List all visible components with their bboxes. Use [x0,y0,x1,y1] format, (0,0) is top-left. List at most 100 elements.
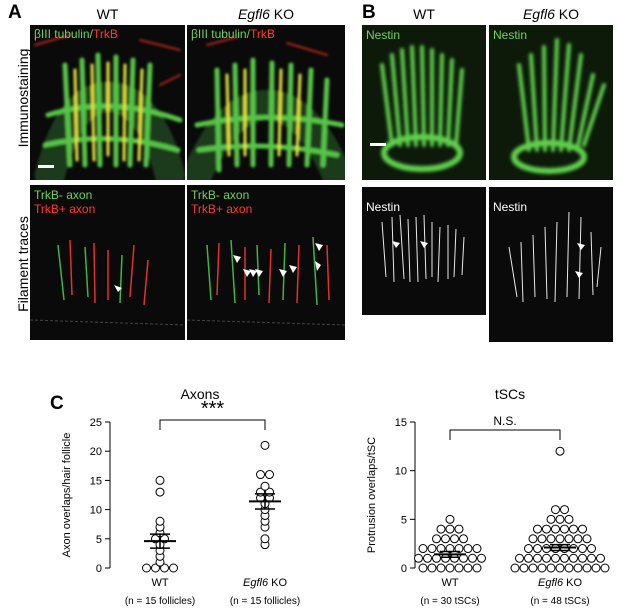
axons-point-1-11 [260,481,270,491]
axons-ytick-label-3: 15 [90,475,102,487]
panel-a-ko-header: Egfl6 KO [187,6,345,22]
trace-b-wt [362,187,486,315]
tscs-point-1-9 [591,563,601,573]
axons-point-0-2 [160,563,169,573]
tscs-category-1: Egfl6 KO [538,577,582,589]
tscs-point-0-1 [427,563,437,573]
tscs-ylabel: Protrusion overlaps/tSC [366,437,378,553]
trace-a-ko-art [187,236,345,326]
tscs-point-1-16 [560,553,569,563]
axons-ytick-label-2: 10 [90,505,102,517]
tscs-point-1-35 [582,534,592,544]
nestin-label-wt: Nestin [366,28,401,42]
tscs-point-1-12 [524,553,533,563]
tscs-point-0-25 [459,534,468,544]
tscs-point-0-16 [427,544,437,554]
tscs-n-label-1: (n = 48 tSCs) [530,596,589,607]
tscs-ytick-label-1: 5 [401,514,407,526]
tscs-point-1-2 [528,563,538,573]
nestin-trace-label-ko: Nestin [493,200,528,214]
tscs-point-1-0 [510,563,520,573]
chart-title-axons: Axons [180,386,220,402]
trace-legend-ko: TrkB- axon TrkB+ axon [191,188,253,216]
panel-b-ko-header: Egfl6 KO [489,6,613,22]
tscs-point-1-41 [578,524,587,534]
tscs-point-1-11 [515,553,524,563]
scale-bar [38,165,54,168]
tscs-point-1-47 [555,446,565,456]
stain-label-wt: βIII tubulin/TrkB [34,27,118,41]
trace-a-wt [30,185,185,340]
axons-ytick-label-5: 25 [90,417,102,429]
tscs-point-0-9 [432,553,441,563]
axons-point-0-12 [155,516,165,526]
axons-point-1-1 [260,534,270,544]
tscs-point-1-45 [551,505,560,515]
tscs-ytick-label-0: 0 [401,563,407,575]
tscs-point-1-37 [542,524,551,534]
tscs-point-0-26 [436,524,446,534]
tscs-point-0-28 [454,524,464,534]
tscs-point-0-3 [445,563,455,573]
tscs-point-0-11 [450,553,459,563]
tscs-point-0-17 [436,544,446,554]
tscs-significance: N.S. [493,414,516,428]
tscs-point-1-27 [578,544,587,554]
tscs-point-1-42 [546,514,556,524]
tscs-point-1-15 [551,553,560,563]
axons-point-0-3 [169,563,178,573]
tscs-point-1-14 [542,553,551,563]
tscs-point-0-2 [436,563,446,573]
tscs-point-1-39 [560,524,569,534]
axons-ylabel: Axon overlaps/hair follicle [61,433,73,558]
trace-a-ko [187,185,345,340]
tscs-point-1-31 [546,534,556,544]
ko-suffix: KO [554,6,580,22]
chart-axons: 0 5 10 15 20 25 Axon overlaps/hair follicle WT (… [61,400,300,607]
axons-point-0-13 [155,487,165,497]
tscs-point-1-4 [546,563,556,573]
gene-name: Egfl6 [522,6,555,22]
ko-suffix: KO [269,6,295,22]
axons-point-0-0 [142,563,151,573]
axons-n-label-1: (n = 15 follicles) [230,596,300,607]
micrograph-a-wt-immuno-art [34,34,185,180]
tscs-point-1-21 [524,544,533,554]
gene-name: Egfl6 [237,6,270,22]
tscs-ytick-label-3: 15 [395,417,407,429]
axons-point-0-1 [151,563,160,573]
panel-a-wt-header: WT [96,6,119,22]
micrograph-b-ko-art [511,38,606,174]
tscs-point-1-38 [551,524,560,534]
trace-b-ko-art [508,211,602,303]
tscs-point-1-19 [587,553,596,563]
axons-point-1-13 [265,470,274,480]
tscs-point-1-34 [573,534,583,544]
nestin-label-ko: Nestin [493,28,528,42]
panel-letter-a: A [8,2,22,23]
tscs-point-1-46 [560,505,569,515]
tscs-point-0-0 [418,563,428,573]
tscs-category-0: WT [441,577,458,589]
row-label-immunostaining: Immunostaining [15,48,31,148]
axons-significance: *** [201,400,225,420]
tscs-point-1-44 [564,514,574,524]
tscs-ytick-label-2: 10 [395,466,407,478]
tscs-point-0-6 [472,563,482,573]
axons-point-1-12 [256,470,265,480]
tscs-point-1-20 [596,553,605,563]
trace-b-wt-art [381,214,465,283]
nestin-trace-label-wt: Nestin [366,200,401,214]
tscs-point-0-5 [463,563,473,573]
tscs-point-1-17 [569,553,578,563]
trace-a-wt-art [30,239,185,326]
tscs-point-0-12 [459,553,468,563]
tscs-point-0-13 [468,553,477,563]
tscs-point-1-7 [573,563,583,573]
tscs-bracket [449,429,561,440]
tscs-point-0-27 [445,524,455,534]
tscs-point-1-28 [587,544,596,554]
tscs-point-0-10 [441,553,450,563]
micrograph-a-ko-immuno-art [187,36,345,180]
tscs-point-0-8 [423,553,432,563]
